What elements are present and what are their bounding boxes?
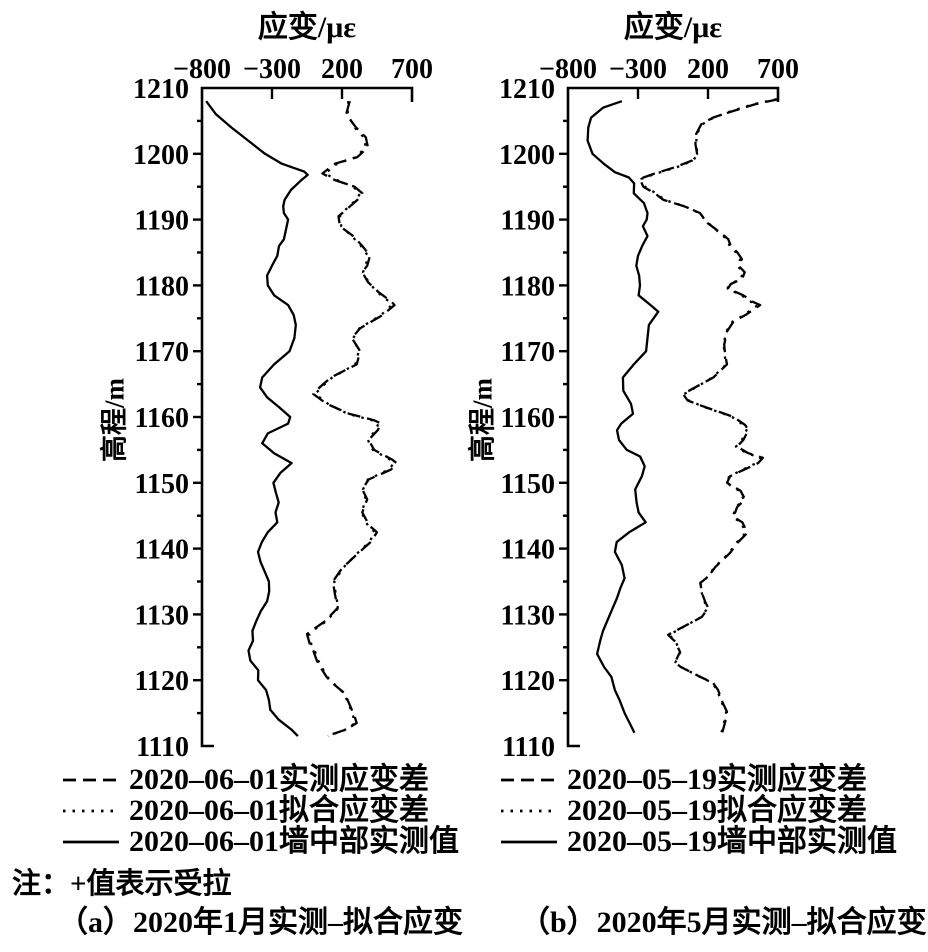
panel-a-x-tick-label: −800	[173, 54, 231, 85]
panel-a-x-tick-label: −300	[243, 54, 301, 85]
panel-a-y-tick-label: 1180	[135, 271, 189, 302]
x-axis-title-b: 应变/με	[623, 11, 723, 44]
legend-item-fitted-diff: 2020–05–19拟合应变差	[500, 795, 897, 826]
dashed-line-icon	[501, 778, 557, 781]
legend-panel-a: 2020–06–01实测应变差 2020–06–01拟合应变差 2020–06–…	[62, 764, 459, 857]
panel-a-y-tick-label: 1140	[135, 535, 189, 566]
legend-item-measured-diff: 2020–06–01实测应变差	[62, 764, 459, 795]
dashed-line-icon	[63, 778, 119, 781]
panel-a-y-tick-label: 1200	[133, 140, 189, 171]
panel-a-x-tick-label: 200	[321, 54, 363, 85]
panel-b-axes	[566, 86, 780, 748]
solid-line-icon	[501, 840, 557, 843]
panel-b-y-tick-label: 1120	[501, 666, 555, 697]
panel-a-y-tick-label: 1120	[135, 666, 189, 697]
solid-line-icon	[63, 840, 119, 843]
dotted-line-icon	[63, 809, 119, 812]
panel-b-y-tick-label: 1150	[501, 469, 555, 500]
legend-label: 2020–06–01实测应变差	[129, 763, 429, 796]
panel-a-measured-strain-diff-curve	[305, 100, 398, 738]
legend-label: 2020–06–01拟合应变差	[129, 794, 429, 827]
legend-item-fitted-diff: 2020–06–01拟合应变差	[62, 795, 459, 826]
panel-b-y-tick-label: 1140	[501, 535, 555, 566]
panel-b-y-tick-label: 1110	[502, 732, 555, 763]
panel-b-x-tick-label: −800	[539, 54, 597, 85]
x-axis-title-a: 应变/με	[257, 11, 357, 44]
panel-b-x-tick-label: 200	[687, 54, 729, 85]
legend-item-wall-mid: 2020–06–01墙中部实测值	[62, 826, 459, 857]
panel-a-y-tick-label: 1150	[135, 469, 189, 500]
panel-a-y-tick-label: 1190	[135, 206, 189, 237]
panel-b-fitted-strain-diff-curve	[640, 98, 777, 734]
panel-a-fitted-strain-diff-curve	[307, 101, 395, 738]
tension-note: 注：+值表示受拉	[12, 868, 232, 900]
y-axis-title-a: 高程/m	[99, 378, 130, 462]
caption-panel-b: （b）2020年5月实测–拟合应变	[520, 906, 927, 939]
legend-label: 2020–05–19拟合应变差	[567, 794, 867, 827]
panel-a-y-tick-label: 1110	[136, 732, 189, 763]
legend-item-wall-mid: 2020–05–19墙中部实测值	[500, 826, 897, 857]
panel-b-x-tick-label: −300	[609, 54, 667, 85]
panel-a-y-tick-label: 1160	[135, 403, 189, 434]
panel-b-y-tick-label: 1130	[501, 600, 555, 631]
panel-a-y-tick-label: 1210	[133, 74, 189, 105]
y-axis-title-b: 高程/m	[467, 378, 498, 462]
legend-item-measured-diff: 2020–05–19实测应变差	[500, 764, 897, 795]
panel-b-y-tick-label: 1160	[501, 403, 555, 434]
panel-b-y-tick-label: 1190	[501, 206, 555, 237]
panel-a-y-tick-label: 1170	[135, 337, 189, 368]
panel-b-measured-strain-diff-curve	[638, 98, 779, 734]
legend-panel-b: 2020–05–19实测应变差 2020–05–19拟合应变差 2020–05–…	[500, 764, 897, 857]
panel-a-y-tick-label: 1130	[135, 600, 189, 631]
panel-a-wall-mid-measured-curve	[205, 100, 309, 737]
legend-label: 2020–06–01墙中部实测值	[129, 825, 459, 858]
panel-b-y-tick-label: 1170	[501, 337, 555, 368]
panel-b-x-tick-label: 700	[757, 54, 799, 85]
caption-panel-a: （a）2020年1月实测–拟合应变	[58, 906, 463, 939]
panel-a-axes	[200, 86, 414, 748]
panel-a-x-tick-label: 700	[391, 54, 433, 85]
legend-label: 2020–05–19实测应变差	[567, 763, 867, 796]
panel-b-y-tick-label: 1210	[499, 74, 555, 105]
panel-b-y-tick-label: 1200	[499, 140, 555, 171]
legend-label: 2020–05–19墙中部实测值	[567, 825, 897, 858]
panel-b-wall-mid-measured-curve	[586, 100, 660, 734]
panel-b-y-tick-label: 1180	[501, 271, 555, 302]
dotted-line-icon	[501, 809, 557, 812]
